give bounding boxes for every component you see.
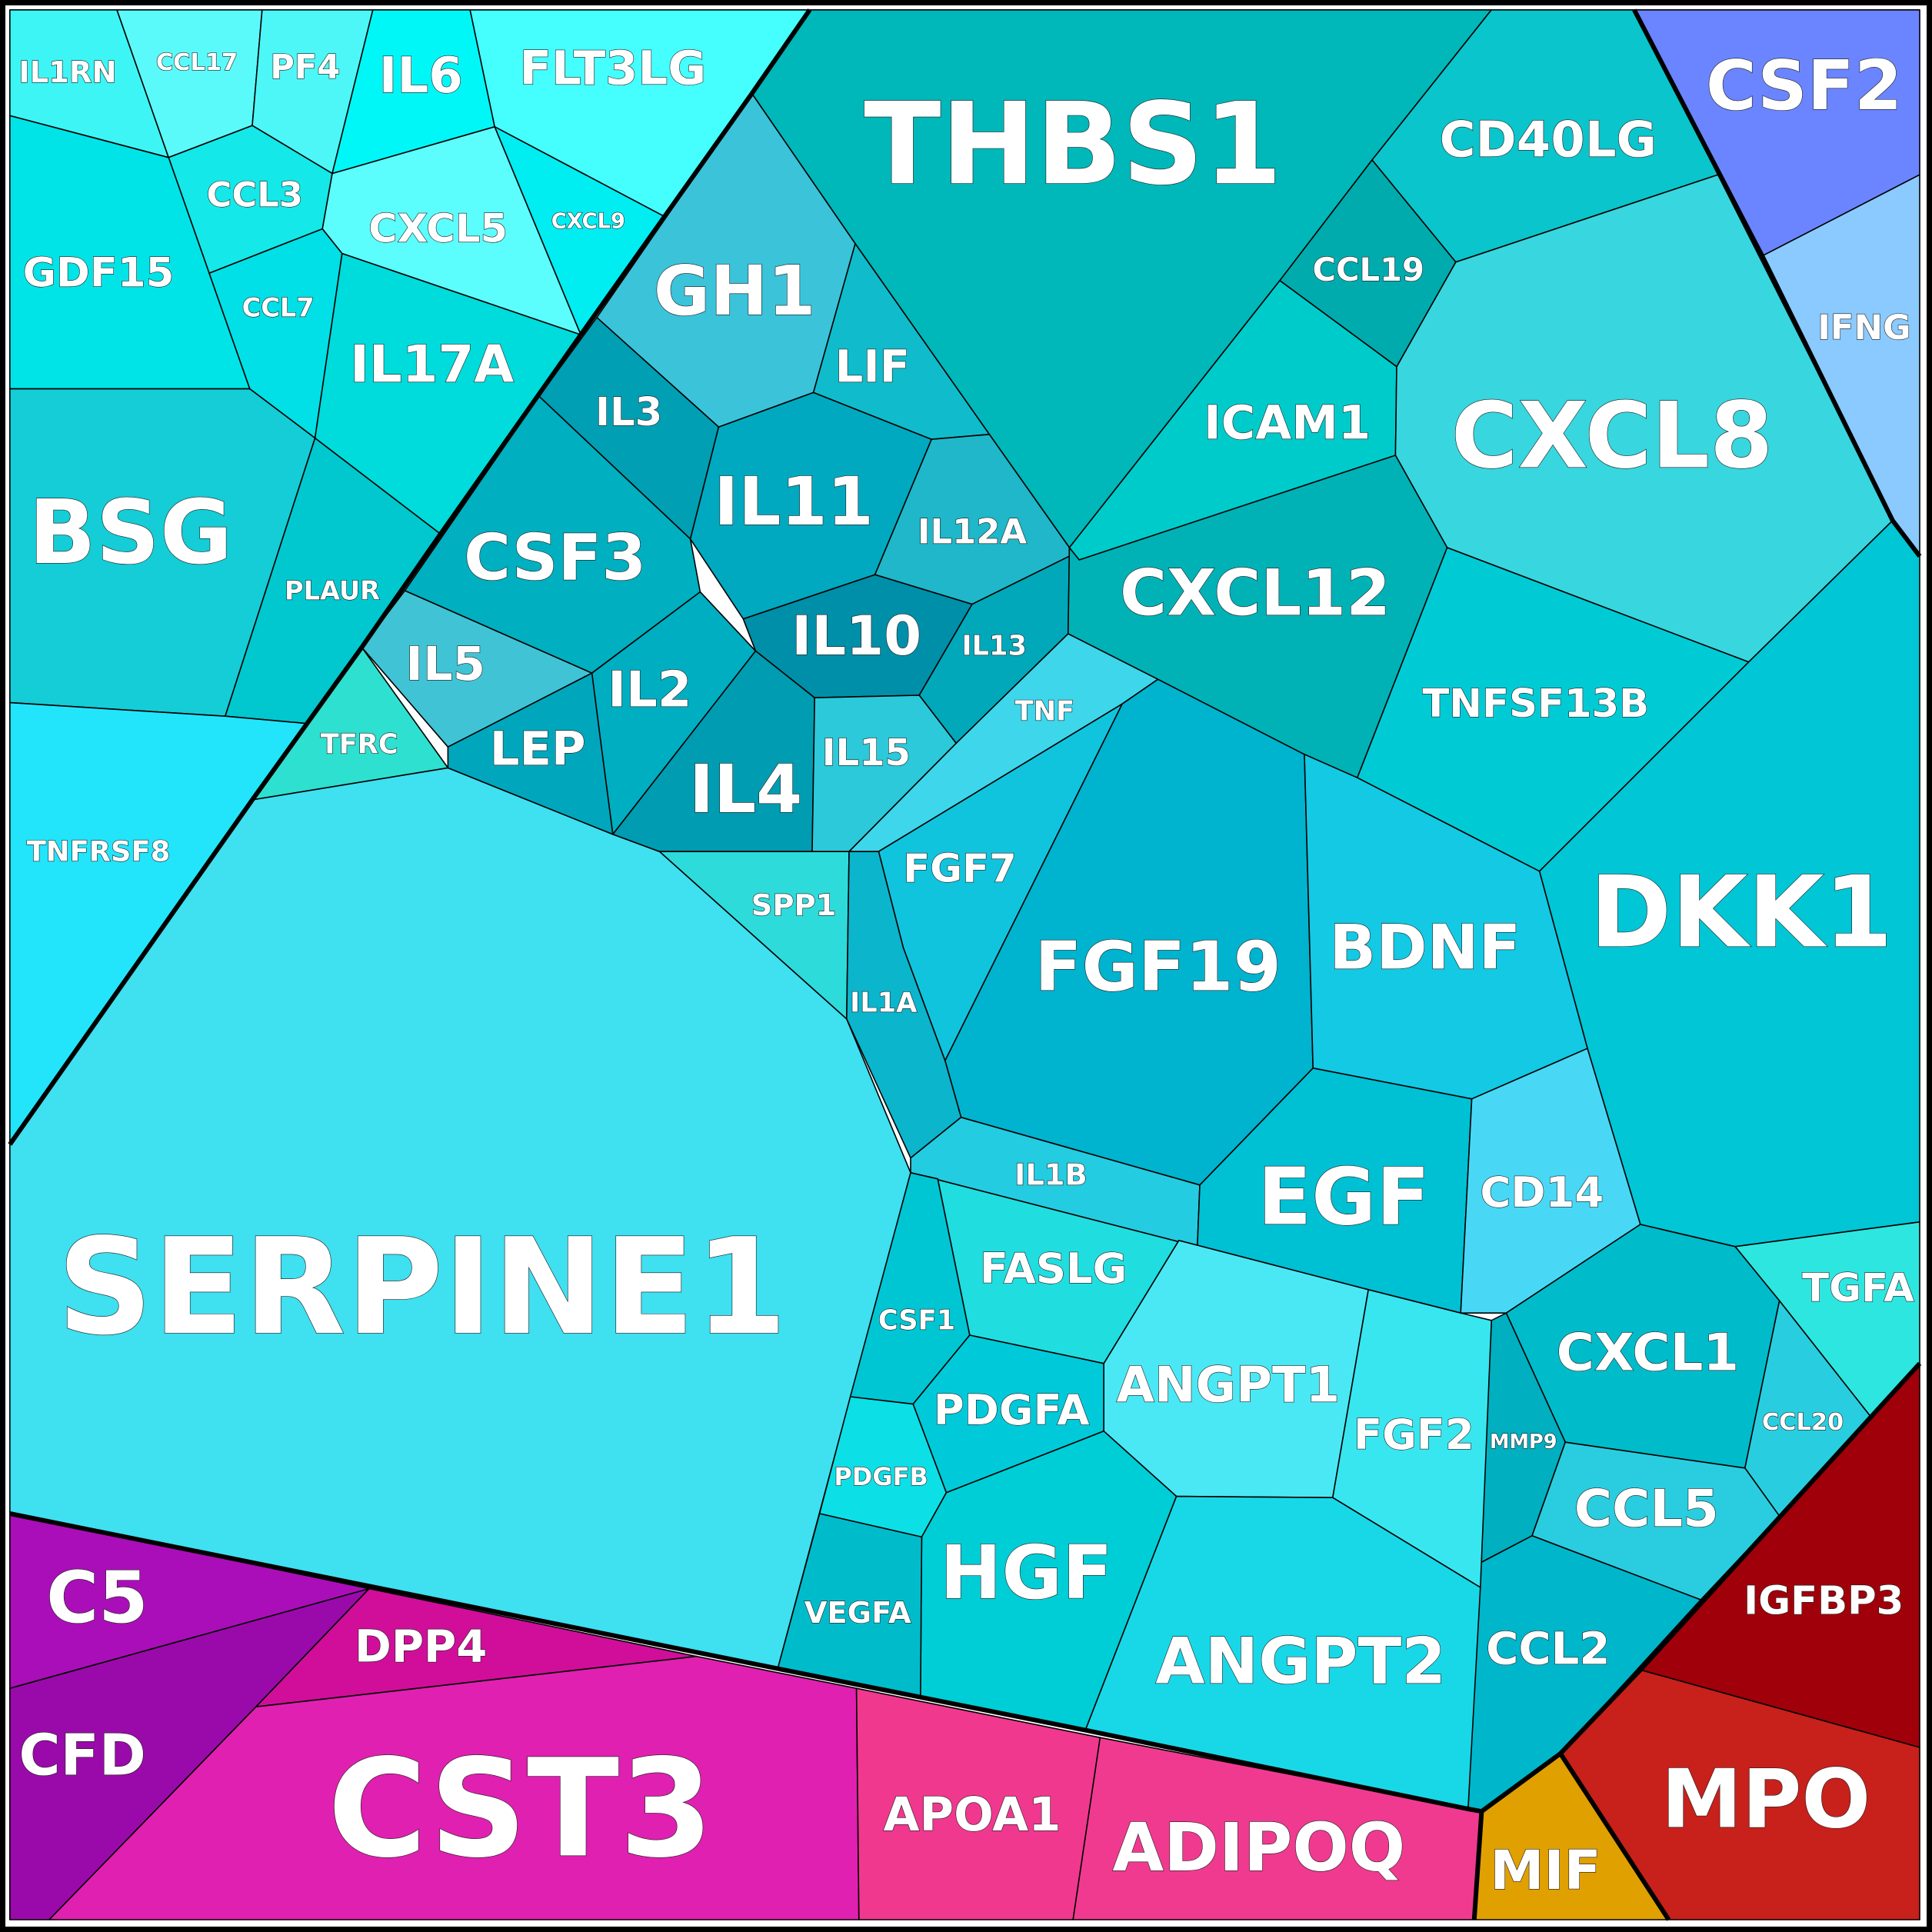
label-mif: MIF [1490, 1839, 1601, 1902]
label-spp1: SPP1 [751, 888, 837, 923]
cyan-group-border [9, 1361, 1922, 1814]
label-csf3: CSF3 [464, 520, 646, 595]
label-cfd: CFD [19, 1724, 146, 1789]
label-fgf7: FGF7 [903, 846, 1017, 892]
cell-fgf2 [1332, 1289, 1492, 1588]
label-tnfsf13b: TNFSF13B [1422, 681, 1649, 727]
label-angpt2: ANGPT2 [1155, 1624, 1446, 1699]
cells-layer [9, 9, 1920, 1920]
label-ccl7: CCL7 [242, 293, 315, 323]
label-dpp4: DPP4 [355, 1621, 487, 1672]
cell-angpt2 [1084, 1495, 1481, 1810]
blue-group-border [1632, 8, 1922, 558]
label-vegfa: VEGFA [804, 1596, 911, 1631]
label-il6: IL6 [379, 48, 463, 105]
diagonal-wedge [8, 92, 754, 1146]
label-il1rn: IL1RN [18, 55, 116, 90]
cell-lep [447, 672, 614, 835]
label-ccl5: CCL5 [1574, 1479, 1719, 1539]
label-c5: C5 [46, 1556, 148, 1639]
cell-il1a [846, 851, 962, 1159]
label-gh1: GH1 [654, 251, 816, 331]
label-dkk1: DKK1 [1590, 856, 1893, 971]
labels-layer: IL1RN CCL17 PF4 IL6 FLT3LG CCL3 CXCL5 CXCL9 GDF1… [18, 42, 1915, 1903]
label-il3: IL3 [595, 389, 662, 435]
label-csf2: CSF2 [1706, 46, 1902, 126]
label-pdgfa: PDGFA [934, 1386, 1090, 1434]
label-cxcl5: CXCL5 [368, 206, 508, 252]
label-il5: IL5 [405, 638, 485, 691]
label-ccl20: CCL20 [1762, 1409, 1844, 1436]
label-adipoq: ADIPOQ [1112, 1810, 1405, 1887]
label-cxcl12: CXCL12 [1120, 556, 1391, 631]
label-lif: LIF [835, 341, 910, 392]
label-cd14: CD14 [1480, 1168, 1604, 1217]
label-egf: EGF [1257, 1151, 1430, 1243]
label-il2: IL2 [608, 662, 691, 719]
label-pf4: PF4 [270, 48, 340, 87]
label-il11: IL11 [714, 464, 873, 541]
label-thbs1: THBS1 [864, 78, 1282, 210]
label-il17a: IL17A [350, 335, 514, 395]
magenta-split-border [1471, 1810, 1484, 1920]
label-ccl19: CCL19 [1312, 251, 1424, 288]
label-serpine1: SERPINE1 [57, 1210, 787, 1364]
label-ccl3: CCL3 [206, 174, 302, 215]
label-bdnf: BDNF [1329, 912, 1521, 984]
label-tfrc: TFRC [321, 729, 398, 761]
label-flt3lg: FLT3LG [519, 42, 706, 96]
label-hgf: HGF [940, 1530, 1113, 1616]
red-gold-border [1558, 1752, 1671, 1921]
label-ccl2: CCL2 [1486, 1624, 1610, 1675]
label-plaur: PLAUR [285, 576, 380, 606]
group-borders-layer [8, 8, 1922, 1921]
label-il15: IL15 [822, 731, 911, 774]
label-pdgfb: PDGFB [834, 1462, 928, 1491]
label-il1a: IL1A [850, 988, 918, 1019]
label-tnfrsf8: TNFRSF8 [27, 835, 171, 868]
label-faslg: FASLG [980, 1244, 1127, 1293]
label-il10: IL10 [791, 605, 921, 668]
label-igfbp3: IGFBP3 [1744, 1578, 1904, 1624]
label-il1b: IL1B [1014, 1158, 1088, 1193]
label-csf1: CSF1 [878, 1304, 955, 1336]
label-cd40lg: CD40LG [1440, 112, 1657, 168]
label-gdf15: GDF15 [23, 250, 175, 297]
label-mmp9: MMP9 [1490, 1431, 1557, 1454]
label-il13: IL13 [962, 631, 1027, 662]
label-tgfa: TGFA [1802, 1265, 1914, 1311]
label-il12a: IL12A [918, 511, 1028, 552]
label-fgf19: FGF19 [1034, 928, 1281, 1008]
label-angpt1: ANGPT1 [1116, 1357, 1340, 1414]
label-ifng: IFNG [1817, 307, 1911, 348]
label-fgf2: FGF2 [1354, 1411, 1474, 1459]
label-tnf: TNF [1015, 695, 1075, 727]
label-cxcl8: CXCL8 [1451, 382, 1774, 488]
label-cst3: CST3 [328, 1730, 714, 1888]
label-apoa1: APOA1 [883, 1788, 1061, 1842]
label-lep: LEP [490, 722, 586, 776]
label-icam1: ICAM1 [1204, 396, 1371, 450]
diagonal-wedge-top [750, 8, 812, 95]
label-cxcl1: CXCL1 [1557, 1322, 1740, 1382]
label-ccl17: CCL17 [156, 49, 238, 76]
label-il4: IL4 [689, 751, 802, 828]
label-mpo: MPO [1661, 1752, 1870, 1847]
label-bsg: BSG [28, 481, 232, 585]
label-cxcl9: CXCL9 [551, 210, 625, 234]
